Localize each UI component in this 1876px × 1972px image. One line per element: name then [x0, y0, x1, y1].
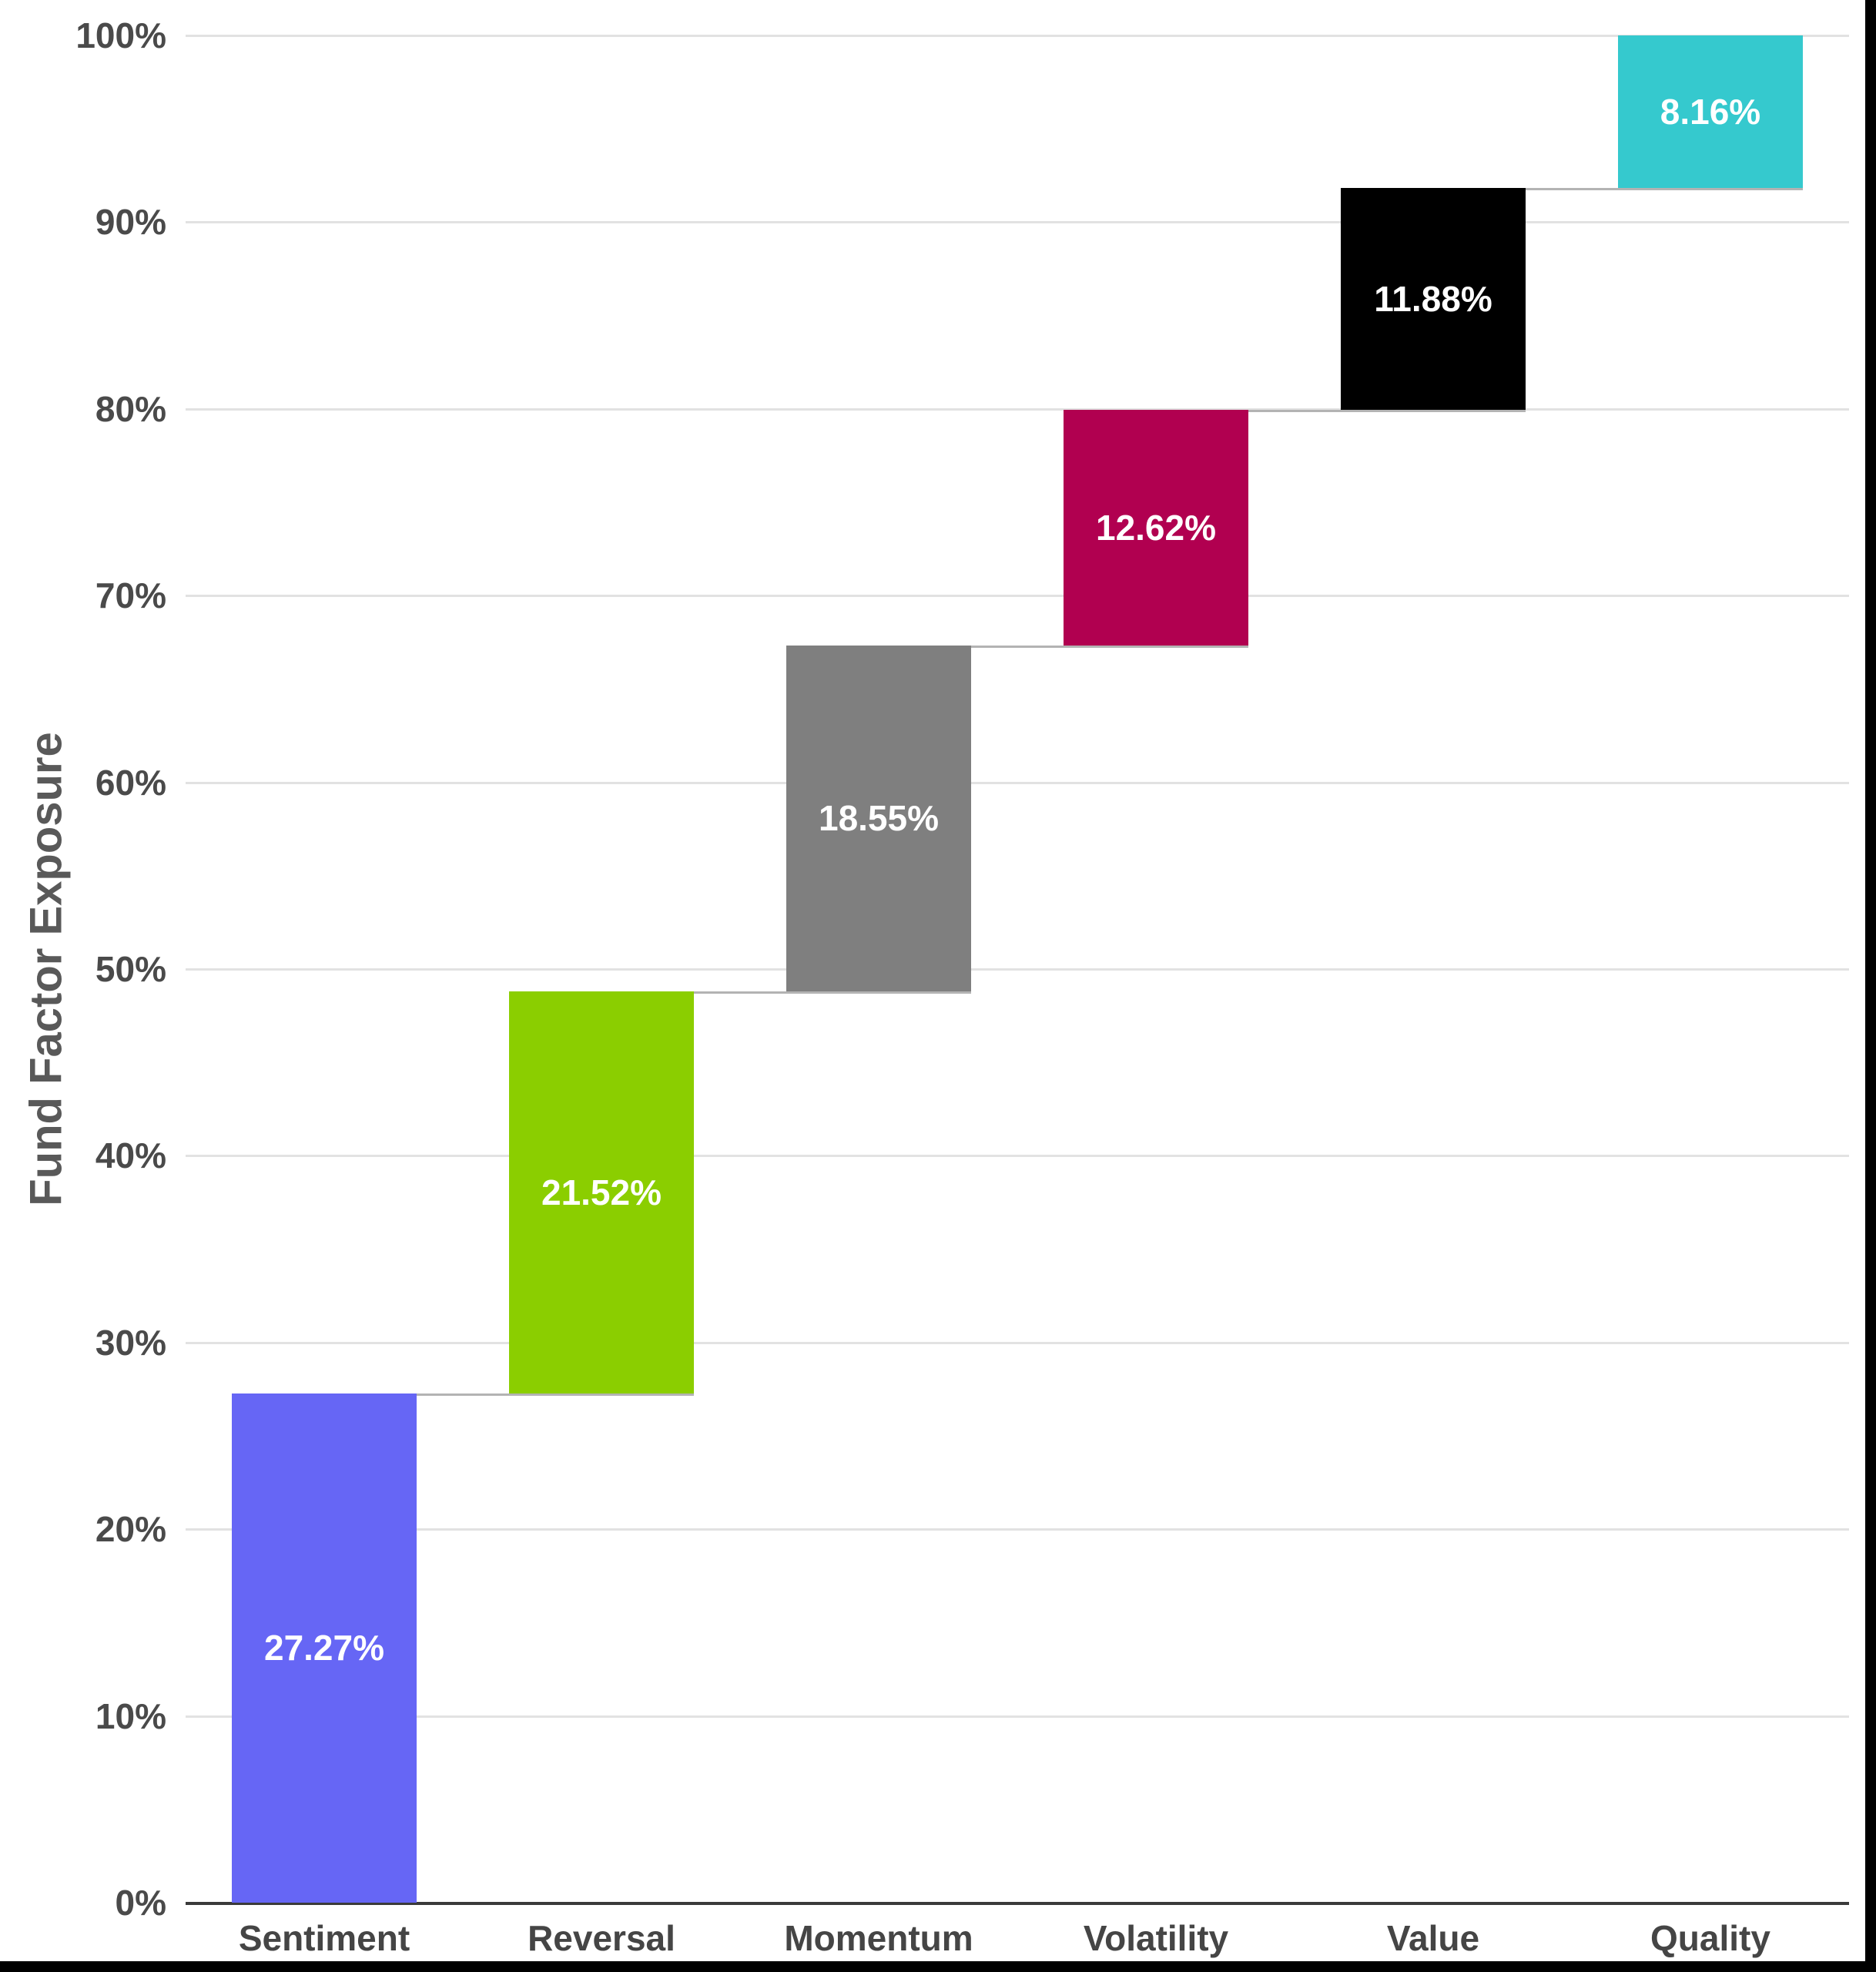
gridline	[186, 407, 1849, 411]
x-category-label: Sentiment	[238, 1918, 410, 1958]
waterfall-connector	[971, 645, 1248, 648]
window-edge-right	[1865, 0, 1876, 1972]
gridline	[186, 595, 1849, 598]
x-category-label: Reversal	[528, 1918, 675, 1958]
y-tick-label: 60%	[95, 762, 166, 803]
y-tick-label: 10%	[95, 1695, 166, 1736]
y-tick-label: 0%	[115, 1883, 166, 1923]
waterfall-bar-momentum: 18.55%	[786, 645, 971, 992]
y-tick-label: 40%	[95, 1135, 166, 1176]
bar-value-label: 18.55%	[818, 798, 939, 839]
bar-value-label: 8.16%	[1660, 91, 1761, 132]
gridline	[186, 968, 1849, 971]
waterfall-bar-quality: 8.16%	[1618, 35, 1803, 188]
waterfall-connector	[1248, 409, 1526, 412]
gridline	[186, 221, 1849, 224]
bar-value-label: 21.52%	[541, 1172, 662, 1213]
bar-value-label: 27.27%	[263, 1628, 384, 1668]
x-category-label: Momentum	[784, 1918, 973, 1958]
x-category-label: Quality	[1650, 1918, 1770, 1958]
y-tick-label: 70%	[95, 575, 166, 616]
window-edge-bottom	[0, 1961, 1876, 1972]
gridline	[186, 781, 1849, 784]
waterfall-bar-volatility: 12.62%	[1064, 409, 1248, 646]
x-category-label: Value	[1386, 1918, 1480, 1958]
waterfall-bar-value: 11.88%	[1341, 187, 1526, 410]
y-tick-label: 90%	[95, 202, 166, 243]
gridline	[186, 1715, 1849, 1718]
bar-value-label: 12.62%	[1095, 507, 1216, 548]
x-category-label: Volatility	[1083, 1918, 1229, 1958]
gridline	[186, 35, 1849, 37]
waterfall-connector	[417, 1393, 694, 1396]
waterfall-connector	[1526, 187, 1803, 190]
y-tick-label: 30%	[95, 1322, 166, 1363]
waterfall-bar-sentiment: 27.27%	[232, 1393, 417, 1903]
x-axis-line	[186, 1902, 1849, 1905]
bar-value-label: 11.88%	[1374, 278, 1492, 319]
gridline	[186, 1528, 1849, 1531]
gridline	[186, 1155, 1849, 1158]
y-tick-label: 100%	[75, 15, 166, 55]
gridline	[186, 1341, 1849, 1344]
y-tick-label: 20%	[95, 1509, 166, 1550]
y-tick-label: 50%	[95, 949, 166, 989]
waterfall-bar-reversal: 21.52%	[509, 991, 694, 1393]
y-tick-label: 80%	[95, 388, 166, 429]
waterfall-connector	[694, 991, 971, 994]
